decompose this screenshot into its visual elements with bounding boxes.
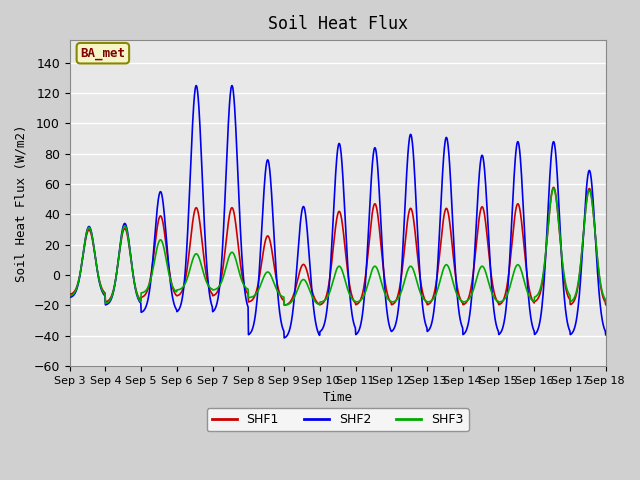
Text: BA_met: BA_met [81, 47, 125, 60]
Legend: SHF1, SHF2, SHF3: SHF1, SHF2, SHF3 [207, 408, 468, 432]
X-axis label: Time: Time [323, 391, 353, 404]
Title: Soil Heat Flux: Soil Heat Flux [268, 15, 408, 33]
Y-axis label: Soil Heat Flux (W/m2): Soil Heat Flux (W/m2) [15, 124, 28, 282]
